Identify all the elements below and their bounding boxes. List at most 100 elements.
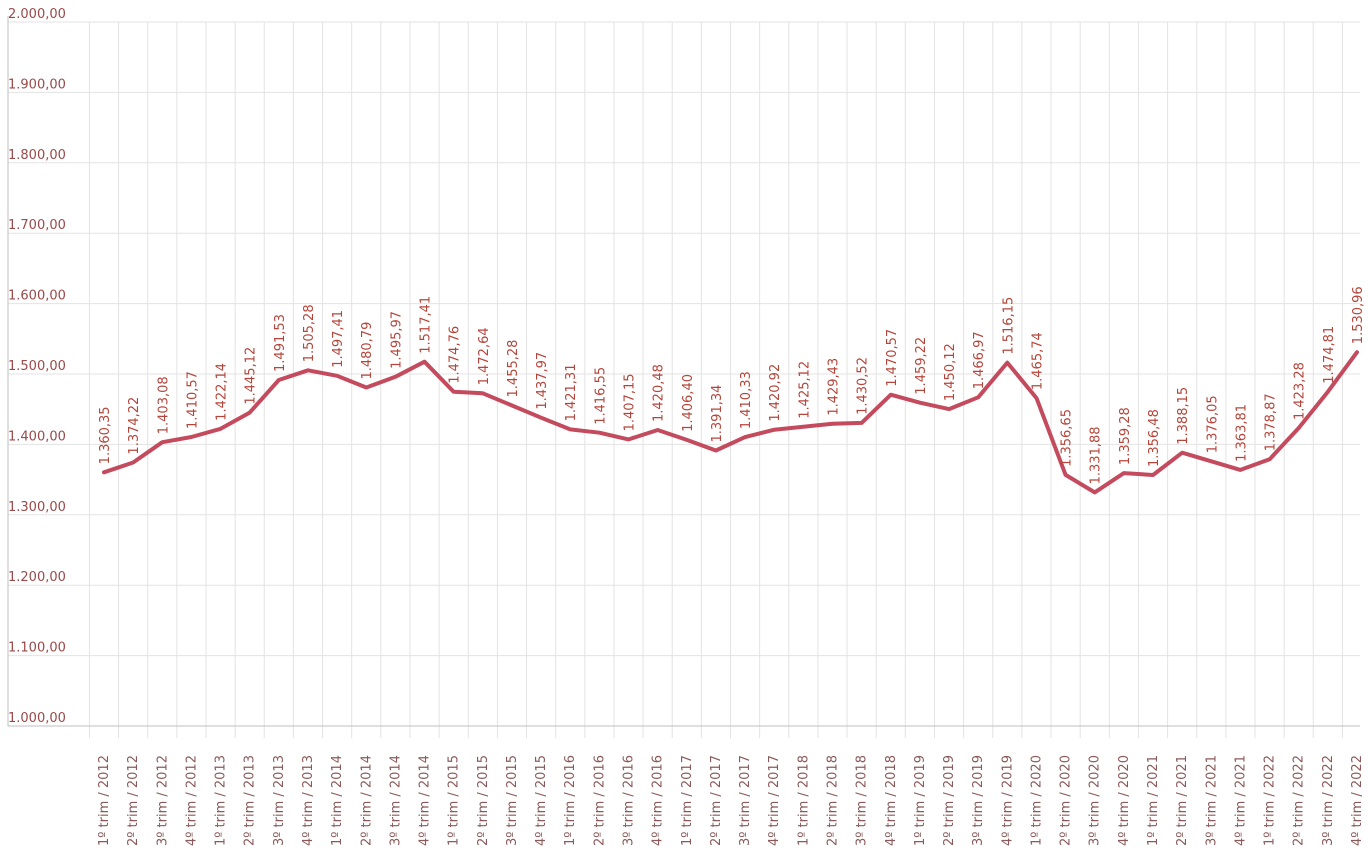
data-label: 1.422,14	[215, 363, 230, 421]
x-tick-label: 1º trim / 2016	[563, 755, 578, 846]
data-label: 1.406,40	[681, 374, 696, 432]
x-tick-label: 4º trim / 2015	[534, 755, 549, 846]
data-label: 1.437,97	[535, 352, 550, 410]
x-tick-label: 4º trim / 2012	[184, 755, 199, 846]
data-label: 1.378,87	[1264, 393, 1279, 451]
x-tick-label: 1º trim / 2022	[1263, 755, 1278, 846]
data-label: 1.450,12	[943, 343, 958, 401]
data-label: 1.421,31	[564, 364, 579, 422]
x-tick-label: 2º trim / 2013	[243, 755, 258, 846]
y-tick-label: 1.900,00	[8, 77, 66, 92]
data-label: 1.491,53	[273, 314, 288, 372]
x-tick-label: 4º trim / 2022	[1350, 755, 1365, 846]
series	[102, 350, 1359, 495]
y-tick-label: 1.300,00	[8, 500, 66, 515]
x-tick-label: 3º trim / 2019	[971, 755, 986, 846]
x-tick-label: 2º trim / 2022	[1292, 755, 1307, 846]
x-tick-label: 1º trim / 2013	[214, 755, 229, 846]
x-tick-label: 2º trim / 2014	[359, 755, 374, 846]
data-label: 1.391,34	[710, 385, 725, 443]
data-label: 1.410,57	[185, 371, 200, 429]
data-label: 1.331,88	[1089, 426, 1104, 484]
x-tick-label: 1º trim / 2012	[97, 755, 112, 846]
x-tick-label: 3º trim / 2015	[505, 755, 520, 846]
x-tick-label: 4º trim / 2014	[418, 755, 433, 846]
data-label: 1.376,05	[1205, 395, 1220, 453]
x-tick-label: 4º trim / 2018	[884, 755, 899, 846]
x-tick-label: 4º trim / 2017	[767, 755, 782, 846]
data-label: 1.374,22	[127, 397, 142, 455]
y-tick-label: 1.400,00	[8, 429, 66, 444]
data-label: 1.407,15	[623, 373, 638, 431]
data-label: 1.416,55	[593, 367, 608, 425]
data-label: 1.425,12	[797, 361, 812, 419]
y-tick-label: 1.500,00	[8, 359, 66, 374]
x-tick-label: 2º trim / 2019	[942, 755, 957, 846]
data-label: 1.420,48	[652, 364, 667, 422]
data-label: 1.445,12	[244, 347, 259, 405]
data-label: 1.430,52	[856, 357, 871, 415]
data-label: 1.423,28	[1293, 362, 1308, 420]
x-tick-label: 2º trim / 2012	[126, 755, 141, 846]
data-label: 1.474,81	[1322, 326, 1337, 384]
x-tick-label: 2º trim / 2018	[825, 755, 840, 846]
data-label: 1.360,35	[98, 406, 113, 464]
data-label: 1.517,41	[419, 296, 434, 354]
x-tick-label: 4º trim / 2016	[651, 755, 666, 846]
x-tick-label: 1º trim / 2015	[447, 755, 462, 846]
axes	[7, 16, 1360, 727]
series-line	[102, 350, 1359, 495]
x-tick-label: 4º trim / 2019	[1000, 755, 1015, 846]
x-tick-label: 3º trim / 2012	[155, 755, 170, 846]
x-tick-label: 2º trim / 2015	[476, 755, 491, 846]
x-tick-label: 4º trim / 2013	[301, 755, 316, 846]
x-tick-label: 3º trim / 2022	[1321, 755, 1336, 846]
x-tick-label: 4º trim / 2020	[1117, 755, 1132, 846]
data-label: 1.466,97	[972, 331, 987, 389]
y-tick-label: 1.800,00	[8, 148, 66, 163]
data-label: 1.359,28	[1118, 407, 1133, 465]
data-label: 1.505,28	[302, 304, 317, 362]
y-tick-label: 2.000,00	[8, 7, 66, 22]
x-tick-label: 1º trim / 2017	[680, 755, 695, 846]
x-tick-label: 1º trim / 2014	[330, 755, 345, 846]
data-labels: 1.360,35 1.374,22 1.403,08 1.410,57 1.422,14…	[98, 286, 1366, 484]
x-tick-label: 3º trim / 2017	[738, 755, 753, 846]
data-label: 1.363,81	[1234, 404, 1249, 462]
y-tick-label: 1.600,00	[8, 289, 66, 304]
x-tick-label: 3º trim / 2020	[1088, 755, 1103, 846]
y-tick-label: 1.200,00	[8, 570, 66, 585]
x-tick-label: 3º trim / 2013	[272, 755, 287, 846]
data-label: 1.356,48	[1147, 409, 1162, 467]
data-label: 1.403,08	[156, 376, 171, 434]
y-tick-label: 1.100,00	[8, 641, 66, 656]
data-label: 1.410,33	[739, 371, 754, 429]
data-label: 1.388,15	[1176, 387, 1191, 445]
data-label: 1.516,15	[1001, 297, 1016, 355]
x-tick-label: 3º trim / 2016	[622, 755, 637, 846]
x-tick-label: 1º trim / 2020	[1029, 755, 1044, 846]
y-tick-label: 1.000,00	[8, 711, 66, 726]
data-label: 1.497,41	[331, 310, 346, 368]
data-label: 1.465,74	[1030, 332, 1045, 390]
y-axis-ticks: 1.000,00 1.100,00 1.200,00 1.300,00 1.400,00…	[8, 7, 66, 726]
x-tick-label: 2º trim / 2017	[709, 755, 724, 846]
data-label: 1.472,64	[477, 327, 492, 385]
x-tick-label: 2º trim / 2016	[592, 755, 607, 846]
x-axis-ticks: 1º trim / 2012 2º trim / 2012 3º trim / 20…	[97, 755, 1365, 846]
data-label: 1.480,79	[360, 322, 375, 380]
data-label: 1.420,92	[768, 364, 783, 422]
data-label: 1.455,28	[506, 340, 521, 398]
x-tick-label: 4º trim / 2021	[1233, 755, 1248, 846]
grid	[8, 21, 1360, 738]
x-tick-label: 1º trim / 2018	[796, 755, 811, 846]
data-label: 1.356,65	[1060, 409, 1075, 467]
x-tick-label: 2º trim / 2021	[1175, 755, 1190, 846]
x-tick-label: 3º trim / 2018	[855, 755, 870, 846]
x-tick-label: 1º trim / 2019	[913, 755, 928, 846]
y-tick-label: 1.700,00	[8, 218, 66, 233]
x-tick-label: 2º trim / 2020	[1059, 755, 1074, 846]
x-tick-label: 3º trim / 2014	[388, 755, 403, 846]
data-label: 1.429,43	[826, 358, 841, 416]
